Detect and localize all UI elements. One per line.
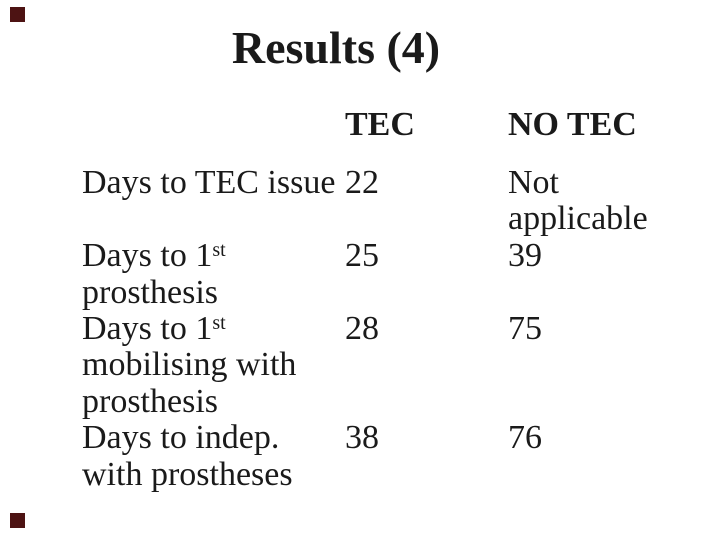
no-tec-value-line: 75	[508, 310, 542, 347]
row-label-text: Days to 1	[82, 310, 213, 347]
column-header-no-tec: NO TEC	[508, 106, 637, 143]
page-title: Results (4)	[231, 22, 441, 73]
no-tec-value-line: 76	[508, 419, 542, 456]
row-label: Days to 1st	[82, 239, 226, 273]
no-tec-value-line: 39	[508, 237, 542, 274]
no-tec-value-line: applicable	[508, 200, 648, 237]
ordinal-superscript: st	[212, 312, 226, 334]
corner-decoration-bottom-left	[10, 513, 25, 528]
no-tec-value-line: Not	[508, 164, 559, 201]
row-label-line: prosthesis	[82, 274, 218, 311]
tec-value: 22	[345, 164, 379, 201]
tec-value: 38	[345, 419, 379, 456]
corner-decoration-top-left	[10, 7, 25, 22]
row-label: Days to TEC issue	[82, 164, 336, 201]
row-label-line: with prostheses	[82, 456, 293, 493]
tec-value: 25	[345, 237, 379, 274]
row-label-text: Days to 1	[82, 237, 213, 274]
row-label: Days to 1st	[82, 312, 226, 346]
tec-value: 28	[345, 310, 379, 347]
row-label-line: Days to indep.	[82, 419, 280, 456]
row-label-line: prosthesis	[82, 383, 218, 420]
ordinal-superscript: st	[212, 239, 226, 261]
row-label-line: mobilising with	[82, 346, 297, 383]
column-header-tec: TEC	[345, 106, 415, 143]
